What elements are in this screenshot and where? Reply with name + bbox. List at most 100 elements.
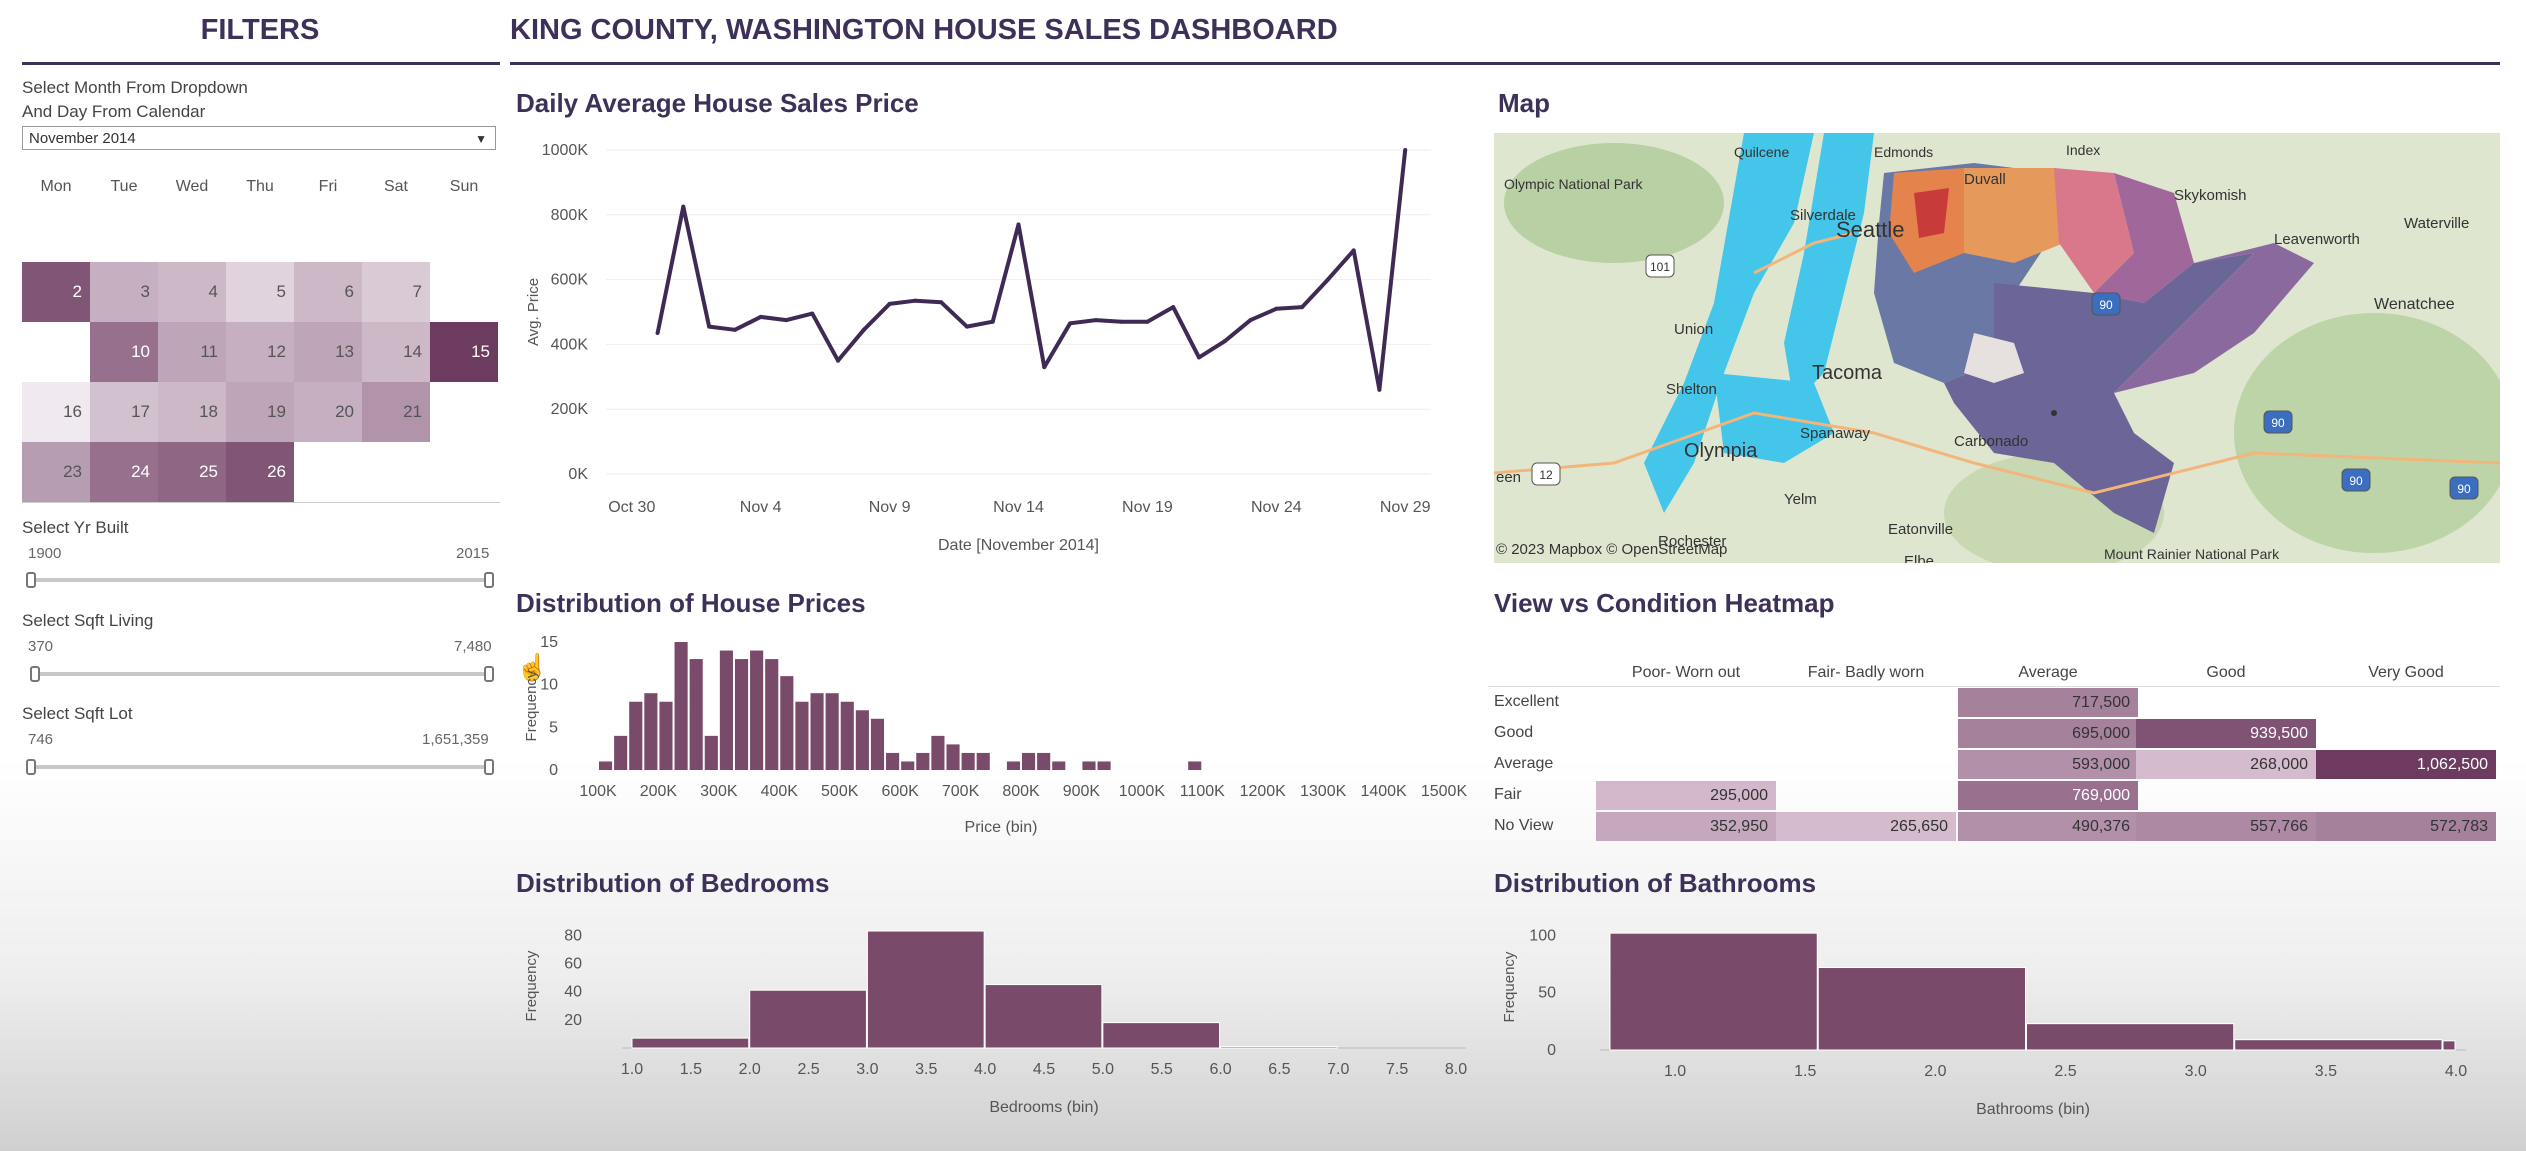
line-point[interactable] xyxy=(1093,318,1098,323)
line-series[interactable] xyxy=(655,149,1408,392)
price-bar[interactable] xyxy=(976,752,990,770)
yr-built-max-handle[interactable] xyxy=(484,572,494,588)
price-bar[interactable] xyxy=(1052,761,1066,770)
bedrooms-bar[interactable] xyxy=(984,984,1103,1049)
month-dropdown[interactable]: November 2014 ▼ xyxy=(22,126,496,150)
price-bar[interactable] xyxy=(901,761,915,770)
calendar-day-26[interactable]: 26 xyxy=(226,442,294,502)
price-bar[interactable] xyxy=(674,642,688,770)
calendar-day-15[interactable]: 15 xyxy=(430,322,498,382)
price-bar[interactable] xyxy=(1037,752,1051,770)
line-point[interactable] xyxy=(1222,339,1227,344)
price-bar[interactable] xyxy=(719,650,733,770)
calendar-day-21[interactable]: 21 xyxy=(362,382,430,442)
bathrooms-bar[interactable] xyxy=(1609,932,1818,1051)
price-bar[interactable] xyxy=(810,693,824,770)
line-point[interactable] xyxy=(1171,305,1176,310)
line-point[interactable] xyxy=(1119,319,1124,324)
bathrooms-bar[interactable] xyxy=(1817,967,2026,1051)
line-point[interactable] xyxy=(1325,277,1330,282)
heatmap[interactable]: Poor- Worn out Fair- Badly worn Average Goo… xyxy=(1488,618,2500,848)
line-point[interactable] xyxy=(1068,321,1073,326)
calendar-day-24[interactable]: 24 xyxy=(90,442,158,502)
calendar-day-17[interactable]: 17 xyxy=(90,382,158,442)
sqft-lot-min-handle[interactable] xyxy=(26,759,36,775)
bathrooms-bar[interactable] xyxy=(2234,1039,2443,1051)
line-point[interactable] xyxy=(681,204,686,209)
price-bar[interactable] xyxy=(659,701,673,770)
price-bar[interactable] xyxy=(855,710,869,770)
heatmap-cell[interactable]: 557,766 xyxy=(2136,812,2316,841)
price-bar[interactable] xyxy=(795,701,809,770)
calendar-day-25[interactable]: 25 xyxy=(158,442,226,502)
calendar-day-20[interactable]: 20 xyxy=(294,382,362,442)
bedrooms-bar[interactable] xyxy=(749,989,867,1049)
price-bar[interactable] xyxy=(1022,752,1036,770)
price-bar[interactable] xyxy=(1188,761,1202,770)
heatmap-cell[interactable]: 1,062,500 xyxy=(2316,750,2496,779)
heatmap-cell[interactable]: 695,000 xyxy=(1958,719,2138,748)
line-point[interactable] xyxy=(758,314,763,319)
heatmap-cell[interactable]: 265,650 xyxy=(1776,812,1956,841)
calendar-day-4[interactable]: 4 xyxy=(158,262,226,322)
line-point[interactable] xyxy=(732,327,737,332)
line-point[interactable] xyxy=(1016,222,1021,227)
line-chart[interactable]: 0K 200K 400K 600K 800K 1000K Oct 30 Nov 4 Nov 9 N… xyxy=(516,130,1486,570)
calendar-day-19[interactable]: 19 xyxy=(226,382,294,442)
bedrooms-bar[interactable] xyxy=(631,1037,750,1049)
price-bar[interactable] xyxy=(931,735,945,770)
line-point[interactable] xyxy=(836,358,841,363)
sqft-lot-slider-track[interactable] xyxy=(30,765,492,769)
line-point[interactable] xyxy=(1351,248,1356,253)
bathrooms-bar[interactable] xyxy=(2442,1040,2456,1051)
heatmap-cell[interactable]: 769,000 xyxy=(1958,781,2138,810)
sqft-living-min-handle[interactable] xyxy=(30,666,40,682)
line-point[interactable] xyxy=(964,324,969,329)
price-bar[interactable] xyxy=(689,659,703,770)
heatmap-cell[interactable]: 572,783 xyxy=(2316,812,2496,841)
price-bar[interactable] xyxy=(629,701,643,770)
heatmap-cell[interactable]: 717,500 xyxy=(1958,688,2138,717)
price-bar[interactable] xyxy=(750,650,764,770)
line-point[interactable] xyxy=(913,298,918,303)
calendar-day-16[interactable]: 16 xyxy=(22,382,90,442)
heatmap-cell[interactable]: 295,000 xyxy=(1596,781,1776,810)
price-bar[interactable] xyxy=(916,752,930,770)
line-point[interactable] xyxy=(1145,319,1150,324)
heatmap-cell[interactable]: 490,376 xyxy=(1958,812,2138,841)
price-bar[interactable] xyxy=(644,693,658,770)
calendar-day-5[interactable]: 5 xyxy=(226,262,294,322)
line-point[interactable] xyxy=(861,327,866,332)
line-point[interactable] xyxy=(1300,305,1305,310)
line-point[interactable] xyxy=(1042,365,1047,370)
price-bar[interactable] xyxy=(734,659,749,770)
bedrooms-bar[interactable] xyxy=(1102,1022,1221,1049)
calendar-day-2[interactable]: 2 xyxy=(22,262,90,322)
heatmap-cell[interactable]: 593,000 xyxy=(1958,750,2138,779)
calendar-day-3[interactable]: 3 xyxy=(90,262,158,322)
line-point[interactable] xyxy=(707,324,712,329)
calendar-day-23[interactable]: 23 xyxy=(22,442,90,502)
heatmap-cell[interactable]: 268,000 xyxy=(2136,750,2316,779)
price-bar[interactable] xyxy=(840,701,854,770)
heatmap-cell[interactable]: 352,950 xyxy=(1596,812,1776,841)
calendar-day-12[interactable]: 12 xyxy=(226,322,294,382)
calendar-day-7[interactable]: 7 xyxy=(362,262,430,322)
line-point[interactable] xyxy=(1248,318,1253,323)
calendar-day-10[interactable]: 10 xyxy=(90,322,158,382)
line-point[interactable] xyxy=(939,300,944,305)
bedrooms-bar[interactable] xyxy=(866,930,985,1049)
calendar-day-6[interactable]: 6 xyxy=(294,262,362,322)
yr-built-min-handle[interactable] xyxy=(26,572,36,588)
heatmap-cell[interactable]: 939,500 xyxy=(2136,719,2316,748)
line-point[interactable] xyxy=(810,311,815,316)
line-point[interactable] xyxy=(1196,355,1201,360)
map-view[interactable]: © 2023 Mapbox © OpenStreetMap Quilcene Ed… xyxy=(1494,133,2500,563)
price-bar[interactable] xyxy=(870,718,885,770)
price-bar[interactable] xyxy=(765,659,779,770)
bathrooms-histogram[interactable]: 1.0 1.5 2.0 2.5 3.0 3.5 4.0 Bathrooms (bin) Freq… xyxy=(1494,900,2500,1120)
sqft-living-slider-track[interactable] xyxy=(34,672,492,676)
line-point[interactable] xyxy=(655,331,660,336)
price-bar[interactable] xyxy=(1082,761,1096,770)
price-histogram[interactable]: 0 5 10 15 100K 200K 300K 400K 500K 600K 700K 800K 90… xyxy=(516,618,1486,838)
